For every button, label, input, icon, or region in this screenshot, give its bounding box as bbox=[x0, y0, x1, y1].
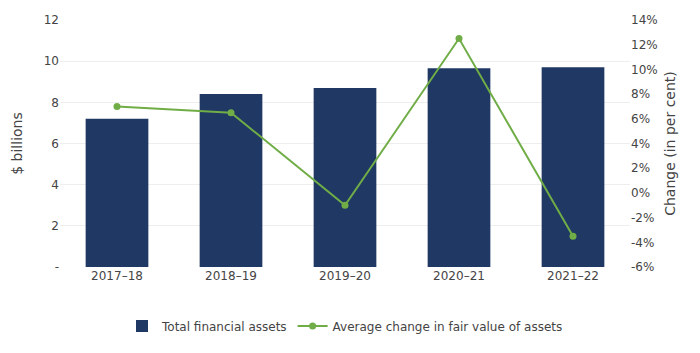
svg-text:2020–21: 2020–21 bbox=[433, 269, 485, 283]
svg-text:4%: 4% bbox=[631, 137, 650, 151]
svg-text:0%: 0% bbox=[631, 186, 650, 200]
svg-text:2019–20: 2019–20 bbox=[319, 269, 371, 283]
svg-text:Total financial assets: Total financial assets bbox=[161, 320, 287, 334]
svg-text:12%: 12% bbox=[631, 38, 658, 52]
svg-text:14%: 14% bbox=[631, 13, 658, 27]
svg-text:-6%: -6% bbox=[631, 260, 654, 274]
svg-text:2017–18: 2017–18 bbox=[91, 269, 143, 283]
svg-text:Change (in per cent): Change (in per cent) bbox=[662, 71, 678, 216]
svg-text:-: - bbox=[55, 260, 59, 274]
svg-text:2: 2 bbox=[51, 219, 59, 233]
svg-text:10%: 10% bbox=[631, 63, 658, 77]
svg-text:$ billions: $ billions bbox=[9, 112, 25, 175]
svg-text:10: 10 bbox=[44, 54, 59, 68]
svg-text:12: 12 bbox=[44, 13, 59, 27]
svg-text:2021–22: 2021–22 bbox=[547, 269, 599, 283]
svg-text:6%: 6% bbox=[631, 112, 650, 126]
svg-text:-4%: -4% bbox=[631, 236, 654, 250]
svg-text:6: 6 bbox=[51, 137, 59, 151]
svg-text:4: 4 bbox=[51, 178, 59, 192]
svg-text:8%: 8% bbox=[631, 87, 650, 101]
svg-text:-2%: -2% bbox=[631, 211, 654, 225]
svg-text:8: 8 bbox=[51, 96, 59, 110]
svg-text:2018–19: 2018–19 bbox=[205, 269, 257, 283]
svg-text:2%: 2% bbox=[631, 161, 650, 175]
svg-text:Average change in fair value o: Average change in fair value of assets bbox=[333, 320, 563, 334]
